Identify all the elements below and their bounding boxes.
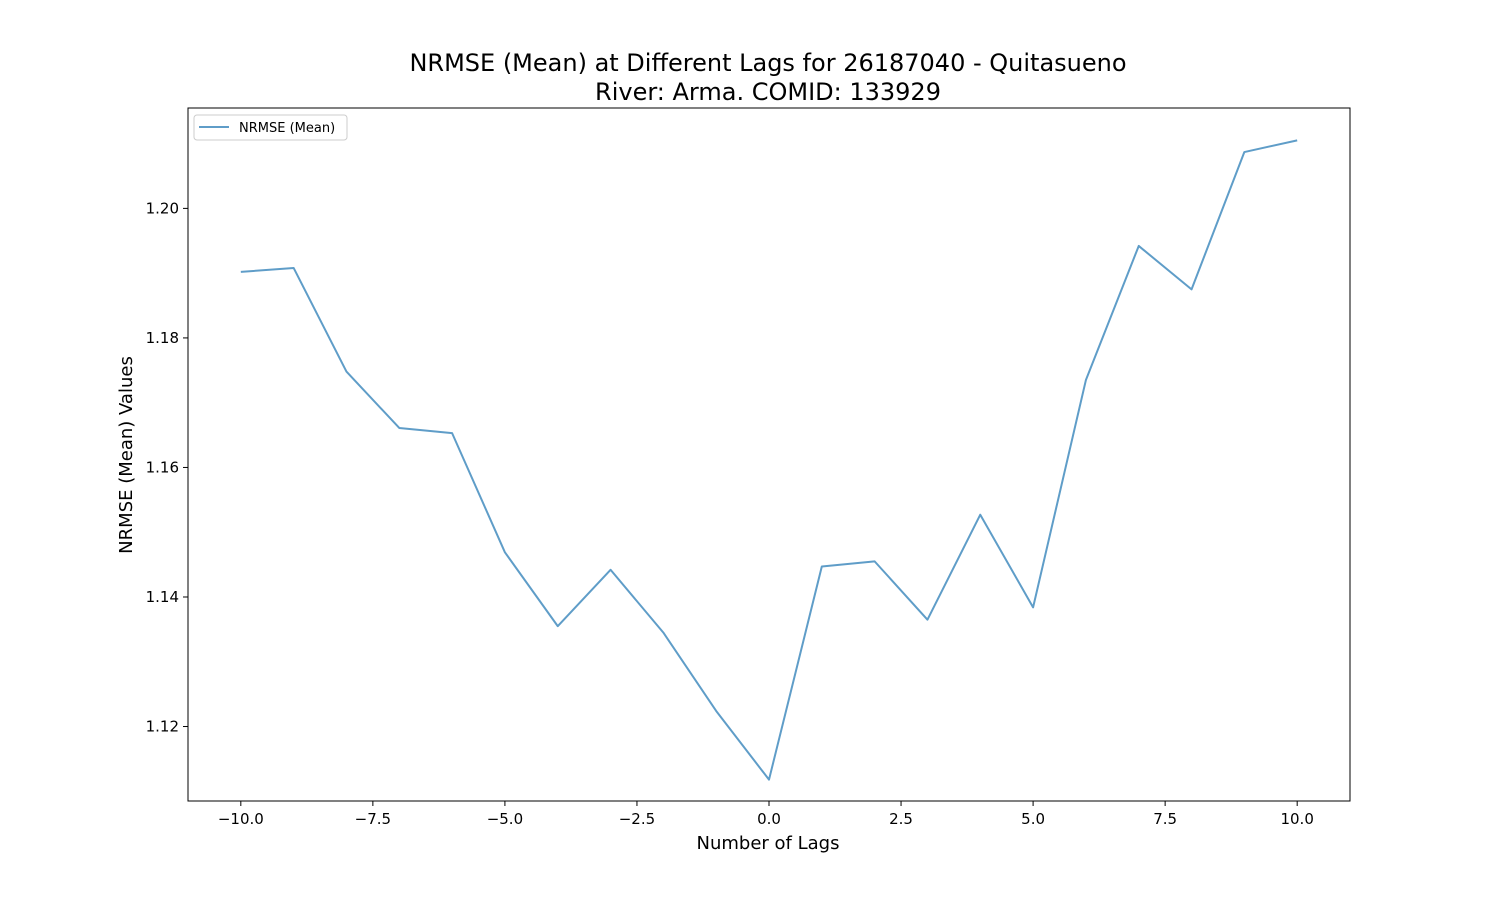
x-tick-label: −10.0: [218, 810, 264, 828]
y-axis-label: NRMSE (Mean) Values: [116, 356, 137, 554]
x-tick-label: 7.5: [1153, 810, 1177, 828]
y-axis: 1.12 1.14 1.16 1.18 1.20: [146, 199, 188, 736]
y-tick-label: 1.14: [146, 588, 179, 606]
x-tick-label: 2.5: [889, 810, 913, 828]
y-tick-label: 1.16: [146, 458, 179, 476]
x-tick-label: −5.0: [487, 810, 523, 828]
y-tick-label: 1.12: [146, 718, 179, 736]
x-tick-label: 5.0: [1021, 810, 1045, 828]
chart-title-line-1: NRMSE (Mean) at Different Lags for 26187…: [409, 49, 1126, 77]
x-tick-label: 10.0: [1280, 810, 1313, 828]
x-tick-label: −7.5: [355, 810, 391, 828]
y-tick-label: 1.20: [146, 199, 179, 217]
x-axis: −10.0 −7.5 −5.0 −2.5 0.0 2.5 5.0 7.5 10.0: [218, 801, 1314, 828]
legend-box: [193, 114, 348, 141]
legend: NRMSE (Mean): [193, 114, 348, 141]
x-tick-label: −2.5: [619, 810, 655, 828]
y-tick-label: 1.18: [146, 329, 179, 347]
x-tick-label: 0.0: [757, 810, 781, 828]
x-axis-label: Number of Lags: [697, 833, 840, 854]
series-line-nrmse-mean: [240, 139, 1298, 781]
legend-label: NRMSE (Mean): [239, 121, 335, 136]
chart-title-line-2: River: Arma. COMID: 133929: [595, 78, 941, 106]
plot-area: [187, 107, 1351, 802]
